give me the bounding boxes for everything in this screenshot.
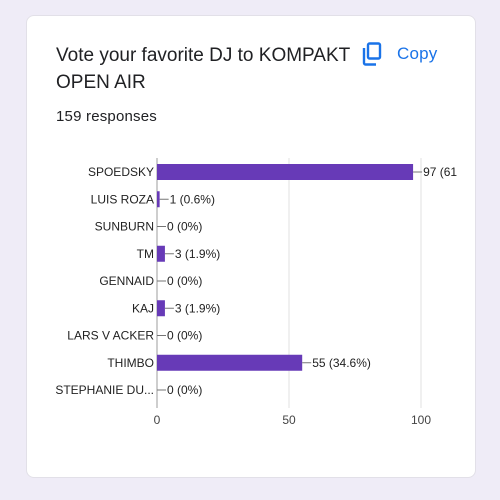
data-label: 0 (0%) [167,220,202,234]
bar [157,245,165,262]
data-label: 3 (1.9%) [175,301,220,315]
x-tick-label: 100 [411,413,431,427]
data-label: 55 (34.6%) [312,356,371,370]
bar [157,300,165,317]
data-label: 0 (0%) [167,274,202,288]
copy-icon [361,42,383,66]
bar-chart: 0 50 100 SPOEDSKY 97 (61 LUIS ROZA 1 (0.6%) SUN… [55,158,457,427]
x-tick-label: 0 [154,413,161,427]
category-label: TM [137,247,154,261]
category-label: LUIS ROZA [91,192,154,206]
chart-card: Vote your favorite DJ to KOMPAKT OPEN AI… [26,15,476,478]
response-count: 159 responses [56,108,158,125]
category-label: STEPHANIE DU... [55,383,154,397]
x-tick-label: 50 [282,413,296,427]
category-label: SUNBURN [95,220,154,234]
category-label: SPOEDSKY [88,165,154,179]
category-label: LARS V ACKER [67,329,154,343]
category-label: THIMBO [107,356,154,370]
category-label: GENNAID [99,274,154,288]
question-title: Vote your favorite DJ to KOMPAKT OPEN AI… [56,45,350,93]
bar [157,164,414,180]
data-label: 0 (0%) [167,329,202,343]
bar [157,354,303,371]
data-label: 3 (1.9%) [175,247,220,261]
bar [157,191,160,208]
data-label: 0 (0%) [167,383,202,397]
data-label: 97 (61 [423,165,457,179]
category-label: KAJ [132,301,154,315]
data-label: 1 (0.6%) [170,192,215,206]
copy-button[interactable]: Copy [361,40,438,68]
copy-label: Copy [397,44,438,63]
